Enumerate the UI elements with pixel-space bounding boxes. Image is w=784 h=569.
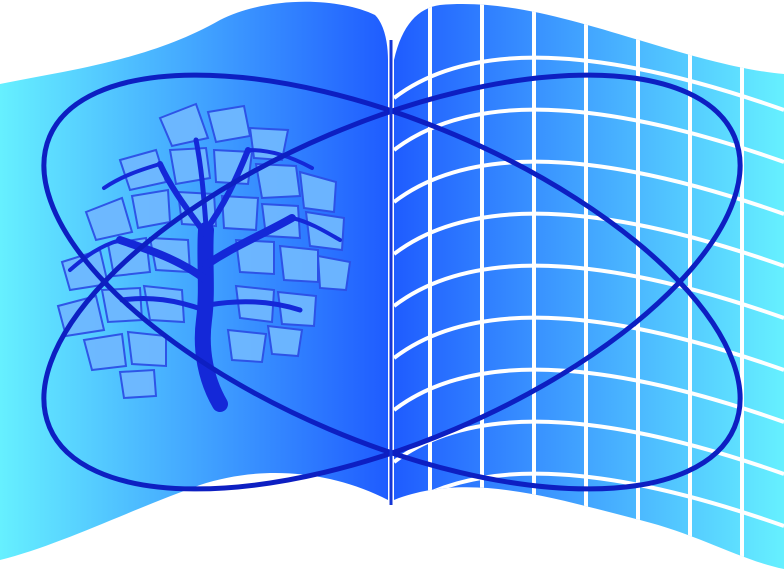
right-page <box>394 4 784 569</box>
tree-trunk <box>68 137 342 412</box>
left-page <box>0 1 388 561</box>
